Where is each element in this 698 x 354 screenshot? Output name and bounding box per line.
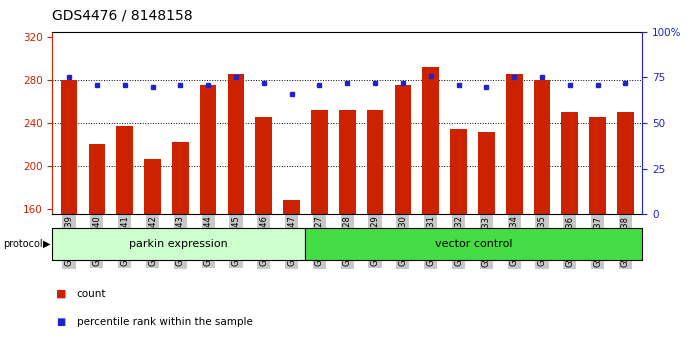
Text: GDS4476 / 8148158: GDS4476 / 8148158 [52, 9, 193, 23]
Bar [61, 80, 77, 354]
Bar [506, 74, 523, 354]
FancyBboxPatch shape [305, 228, 642, 260]
Text: vector control: vector control [435, 239, 512, 249]
Bar [255, 116, 272, 354]
FancyBboxPatch shape [52, 228, 305, 260]
Bar [117, 126, 133, 354]
Bar [617, 112, 634, 354]
Bar [144, 159, 161, 354]
Text: ▶: ▶ [43, 239, 51, 249]
Text: percentile rank within the sample: percentile rank within the sample [77, 317, 253, 327]
Bar [422, 67, 439, 354]
Bar [228, 74, 244, 354]
Bar [283, 200, 300, 354]
Bar [478, 132, 495, 354]
Bar [311, 110, 328, 354]
Bar [366, 110, 383, 354]
Text: ■: ■ [56, 317, 65, 327]
Bar [172, 142, 188, 354]
Text: count: count [77, 289, 106, 299]
Bar [561, 112, 578, 354]
Text: parkin expression: parkin expression [129, 239, 228, 249]
Bar [589, 116, 606, 354]
Bar [339, 110, 355, 354]
Bar [534, 80, 550, 354]
Text: ■: ■ [56, 289, 66, 299]
Text: protocol: protocol [3, 239, 43, 249]
Bar [200, 85, 216, 354]
Bar [89, 144, 105, 354]
Bar [394, 85, 411, 354]
Bar [450, 130, 467, 354]
